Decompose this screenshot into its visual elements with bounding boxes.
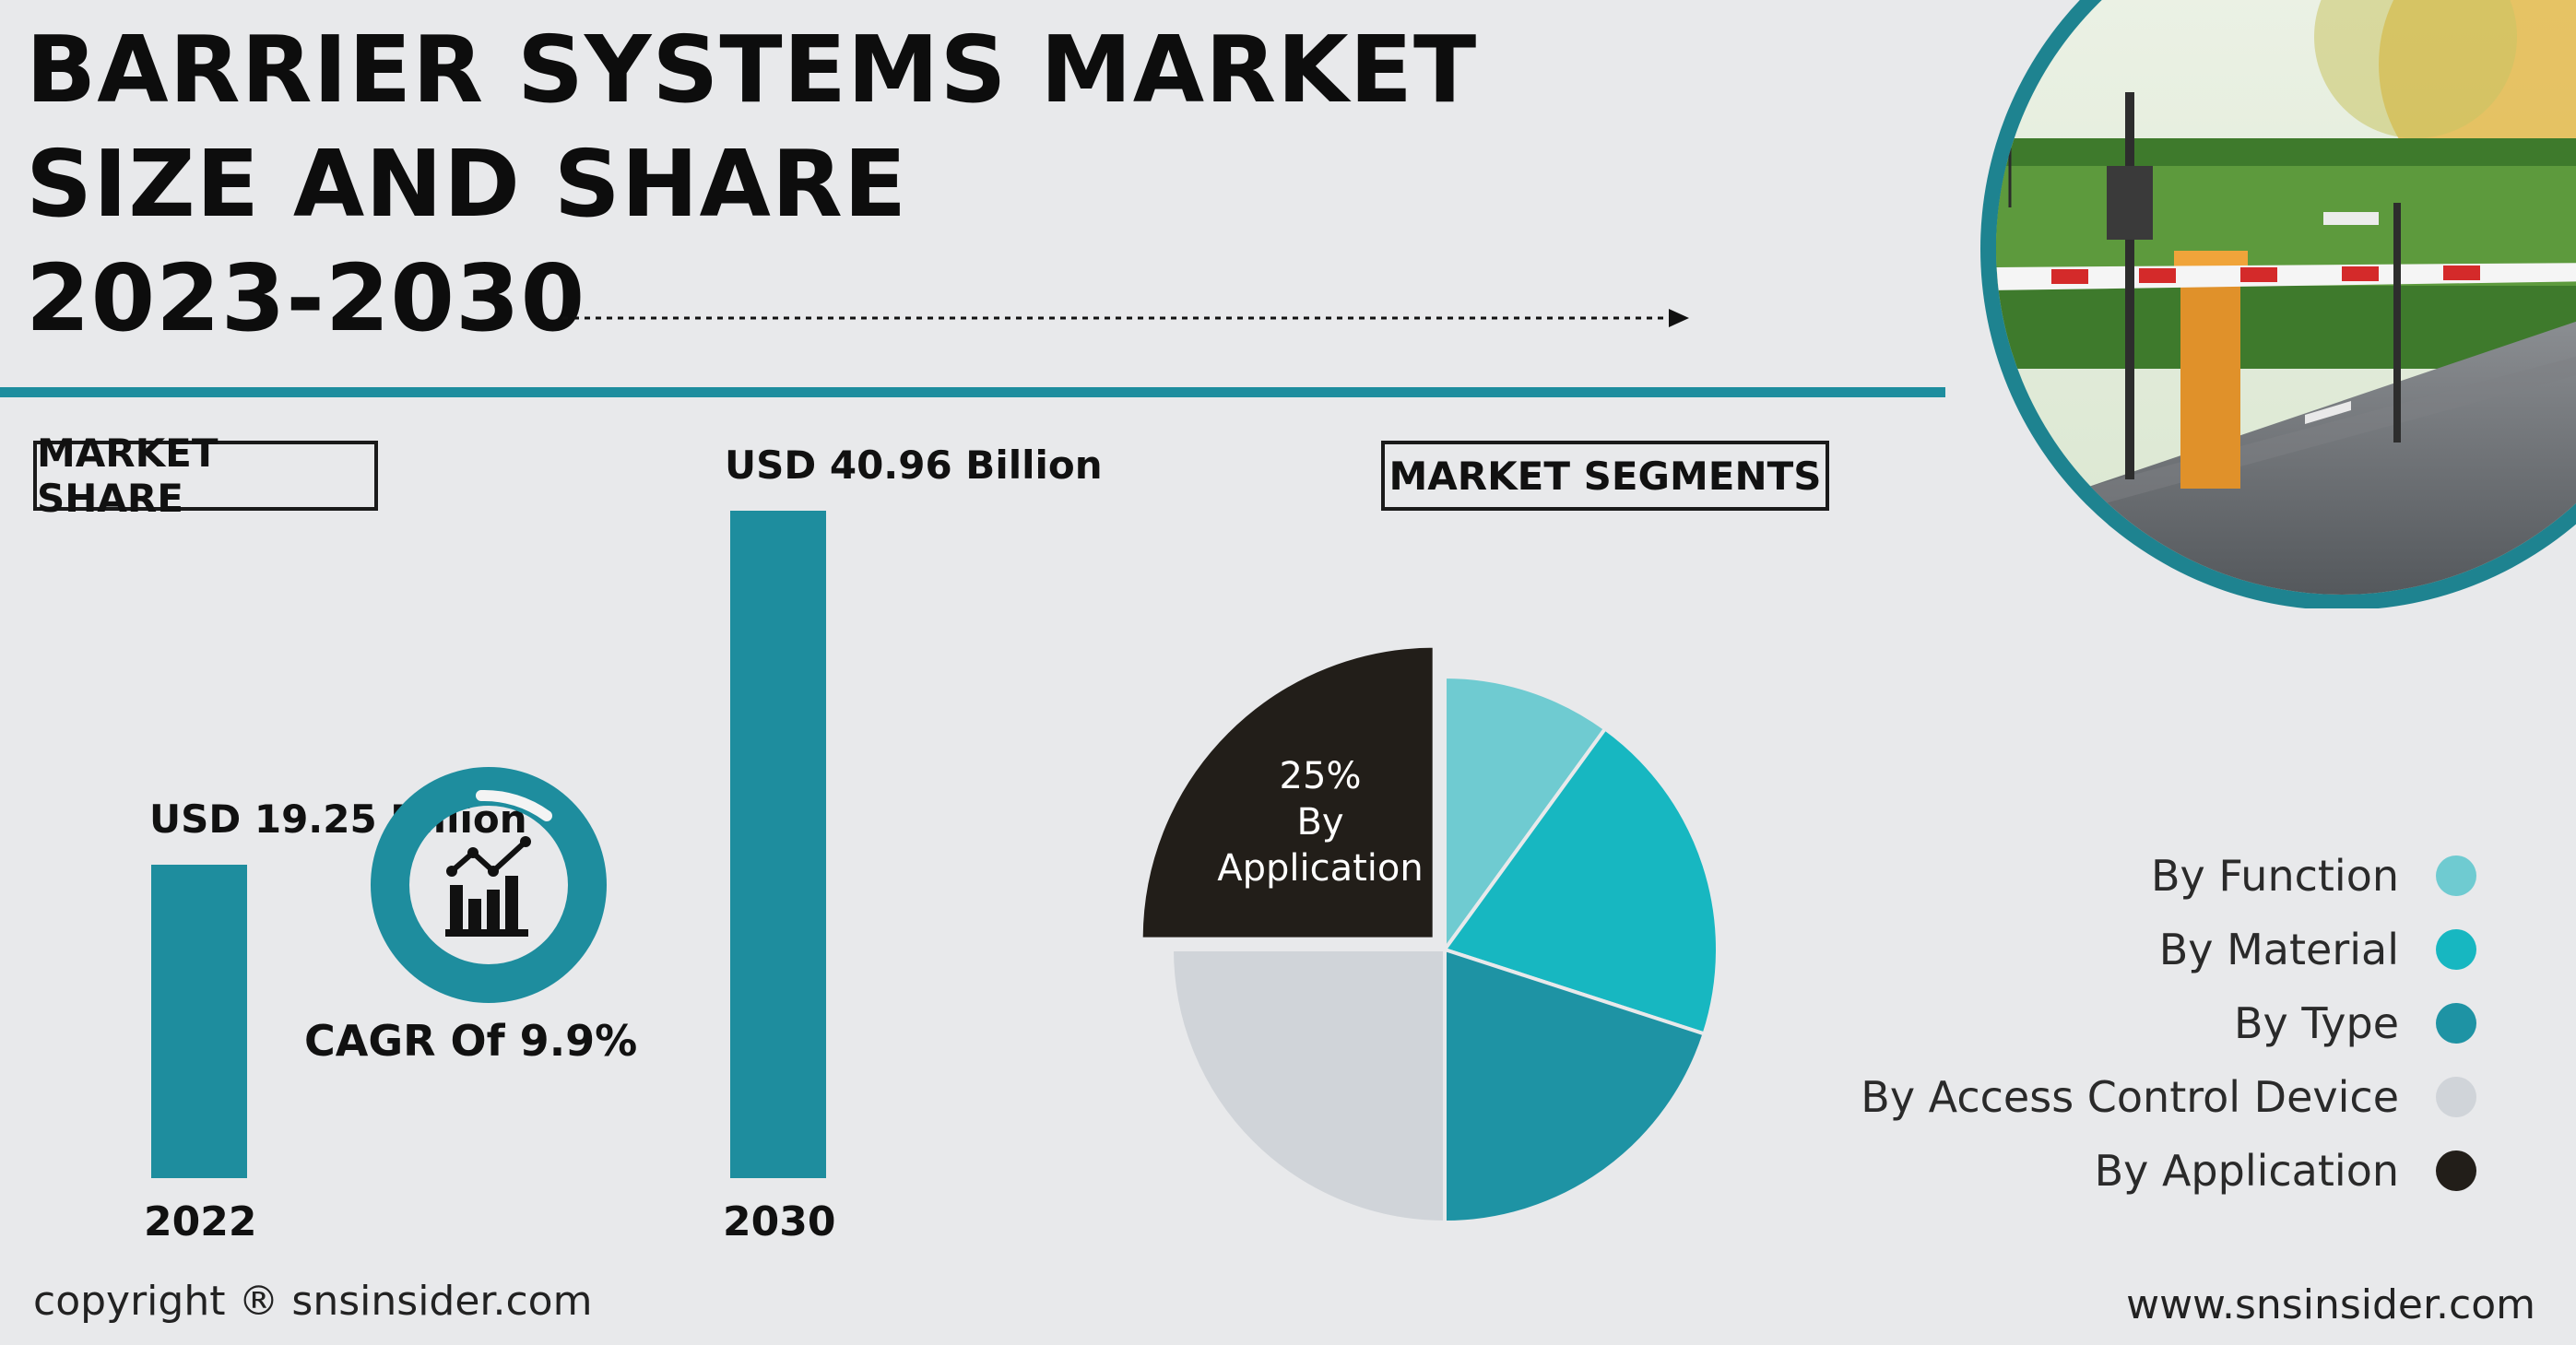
pie-callout-text: Application bbox=[1217, 847, 1424, 890]
year-label: 2030 bbox=[723, 1198, 836, 1245]
legend-swatch bbox=[2436, 929, 2476, 970]
legend-label: By Access Control Device bbox=[1861, 1072, 2399, 1122]
title-line-1: BARRIER SYSTEMS MARKET bbox=[26, 16, 1478, 124]
year-label: 2022 bbox=[144, 1198, 257, 1245]
page-title: BARRIER SYSTEMS MARKET SIZE AND SHARE 20… bbox=[26, 13, 1477, 356]
legend-item: By Function bbox=[1861, 839, 2476, 913]
barrier-gate-photo bbox=[1980, 0, 2576, 608]
pie-legend: By Function By Material By Type By Access C… bbox=[1861, 839, 2476, 1208]
legend-label: By Material bbox=[2158, 925, 2399, 974]
bar-value-label: USD 40.96 Billion bbox=[725, 442, 1103, 488]
pie-callout-text: By bbox=[1296, 801, 1343, 844]
legend-swatch bbox=[2436, 1003, 2476, 1044]
title-line-3: 2023-2030 bbox=[26, 244, 586, 352]
copyright-text: copyright ® snsinsider.com bbox=[33, 1278, 593, 1325]
pie-slice-by-access-control-device bbox=[1169, 948, 1447, 1225]
legend-label: By Function bbox=[2150, 851, 2399, 901]
bar-2022 bbox=[151, 864, 247, 1178]
market-segments-label: MARKET SEGMENTS bbox=[1381, 441, 1829, 511]
legend-item: By Access Control Device bbox=[1861, 1060, 2476, 1134]
pie-slice-by-type bbox=[1443, 947, 1707, 1225]
market-share-label: MARKET SHARE bbox=[33, 431, 378, 521]
legend-label: By Application bbox=[2094, 1146, 2399, 1196]
cagr-growth-icon bbox=[371, 767, 607, 1003]
title-line-2: SIZE AND SHARE bbox=[26, 130, 908, 238]
pie-callout-text: 25% bbox=[1280, 755, 1362, 797]
legend-swatch bbox=[2436, 1077, 2476, 1117]
legend-swatch bbox=[2436, 855, 2476, 896]
teal-divider bbox=[0, 387, 1945, 397]
legend-item: By Type bbox=[1861, 986, 2476, 1060]
dotted-arrow bbox=[562, 309, 1689, 327]
bar-2030 bbox=[730, 511, 826, 1178]
legend-item: By Material bbox=[1861, 913, 2476, 986]
cagr-text: CAGR Of 9.9% bbox=[304, 1016, 638, 1066]
pie-slice-by-material bbox=[1441, 726, 1719, 1036]
pie-slice-by-function bbox=[1443, 674, 1608, 956]
legend-label: By Type bbox=[2233, 998, 2399, 1048]
website-link[interactable]: www.snsinsider.com bbox=[2126, 1281, 2535, 1328]
pie-slice-by-application bbox=[1139, 643, 1436, 941]
legend-swatch bbox=[2436, 1150, 2476, 1191]
legend-item: By Application bbox=[1861, 1134, 2476, 1208]
